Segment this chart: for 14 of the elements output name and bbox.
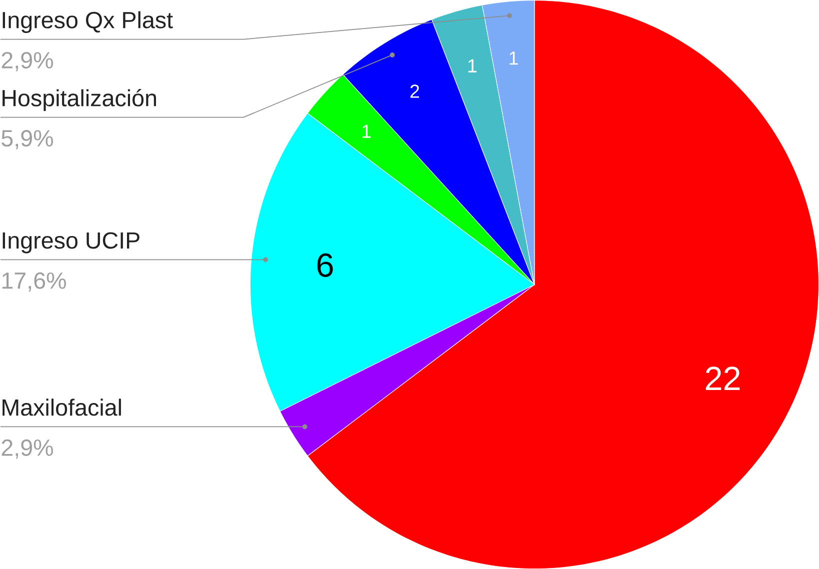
slice-label: Ingreso Qx Plast xyxy=(2,11,173,33)
data-label: 22 xyxy=(706,366,740,390)
text: 17,6% xyxy=(2,272,66,292)
data-label: 2 xyxy=(410,84,420,98)
text: 2,9% xyxy=(2,439,53,459)
slice-label: Hospitalización xyxy=(2,88,156,111)
text: 2,9% xyxy=(2,52,53,72)
text: 5,9% xyxy=(2,130,53,150)
slice-label: Maxilofacial xyxy=(2,398,121,416)
data-label: 1 xyxy=(362,124,371,138)
data-label: 6 xyxy=(317,253,333,277)
data-label: 1 xyxy=(468,59,477,72)
slice-label: Ingreso UCIP xyxy=(2,232,140,254)
data-label: 1 xyxy=(510,52,518,65)
